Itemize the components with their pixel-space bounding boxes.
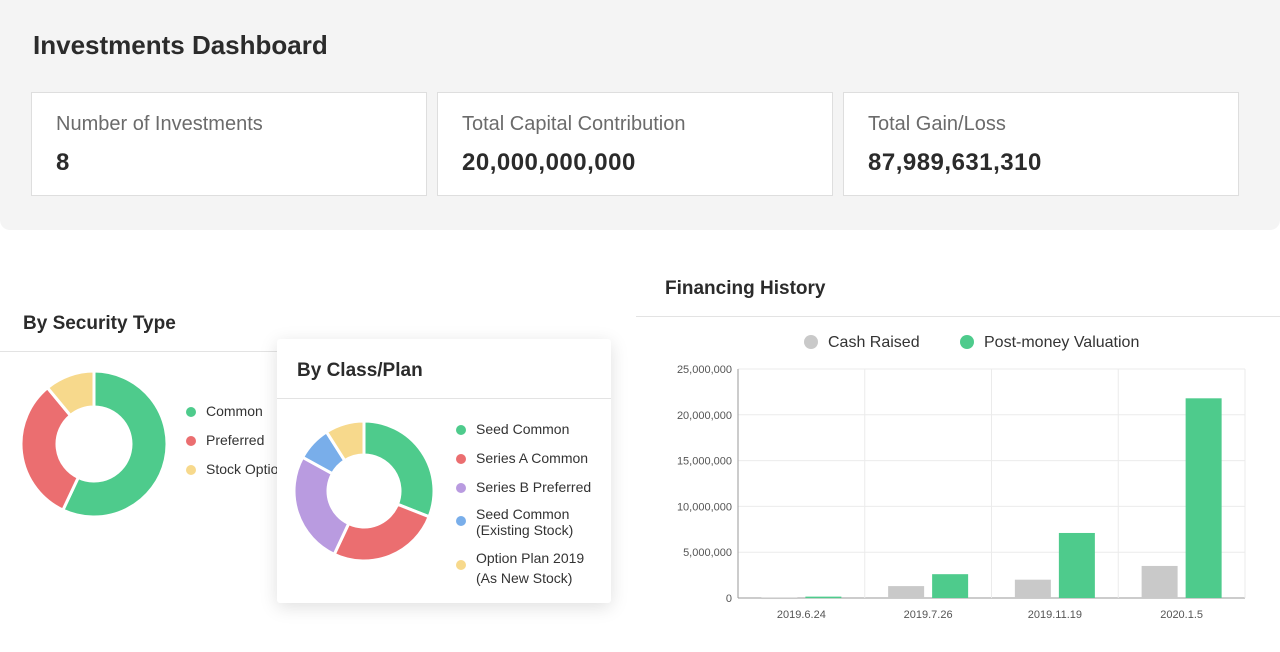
bar-post-money-valuation[interactable] — [1185, 398, 1222, 598]
legend-dot — [804, 335, 818, 349]
stat-card-total-gain-loss: Total Gain/Loss 87,989,631,310 — [843, 92, 1239, 196]
donut-slice[interactable] — [60, 369, 169, 519]
legend-label: (Existing Stock) — [476, 522, 574, 538]
bar-cash-raised[interactable] — [1141, 565, 1178, 598]
stat-label: Number of Investments — [56, 113, 263, 135]
bar-post-money-valuation[interactable] — [932, 574, 969, 598]
y-tick-label: 10,000,000 — [677, 501, 732, 513]
stat-value: 87,989,631,310 — [868, 149, 1042, 176]
legend-dot — [456, 454, 466, 464]
legend-label: Cash Raised — [828, 334, 920, 351]
legend-label: Common — [206, 403, 263, 419]
legend-dot — [456, 425, 466, 435]
y-tick-label: 15,000,000 — [677, 456, 732, 468]
stat-value: 8 — [56, 149, 70, 176]
x-tick-label: 2019.6.24 — [777, 609, 826, 621]
security-type-donut — [19, 369, 169, 519]
x-tick-label: 2020.1.5 — [1160, 609, 1203, 621]
y-tick-label: 25,000,000 — [677, 364, 732, 376]
legend-label: Option Plan 2019 — [476, 550, 585, 566]
legend-label: Series B Preferred — [476, 479, 592, 495]
x-tick-label: 2019.7.26 — [904, 609, 953, 621]
bar-cash-raised[interactable] — [888, 586, 925, 598]
stat-label: Total Gain/Loss — [868, 113, 1006, 135]
legend-label: Stock Option — [206, 461, 277, 477]
legend-label: Post-money Valuation — [984, 334, 1140, 351]
donut-slice[interactable] — [332, 502, 432, 563]
class-plan-card: By Class/Plan Seed Common Series A Commo… — [277, 339, 611, 603]
legend-label: Seed Common — [476, 421, 570, 437]
y-tick-label: 20,000,000 — [677, 410, 732, 422]
donut-slice[interactable] — [324, 419, 366, 463]
summary-panel: Investments Dashboard Number of Investme… — [0, 0, 1280, 230]
stat-label: Total Capital Contribution — [462, 113, 686, 135]
divider — [0, 351, 290, 352]
bar-post-money-valuation[interactable] — [1058, 532, 1095, 598]
financing-history-chart: 0 5,000,000 10,000,000 15,000,000 20,000,000… — [677, 364, 1246, 621]
legend-dot — [456, 560, 466, 570]
financing-history-title: Financing History — [665, 278, 826, 299]
bar-cash-raised[interactable] — [761, 597, 798, 600]
class-plan-title: By Class/Plan — [297, 360, 423, 381]
legend-dot — [186, 436, 196, 446]
divider — [277, 398, 611, 399]
legend-dot — [456, 516, 466, 526]
legend-dot — [960, 335, 974, 349]
stat-card-number-of-investments: Number of Investments 8 — [31, 92, 427, 196]
legend-label: (As New Stock) — [476, 570, 573, 586]
legend-item-post-money-valuation[interactable]: Post-money Valuation — [960, 334, 1139, 352]
y-tick-label: 5,000,000 — [683, 547, 732, 559]
bar-post-money-valuation[interactable] — [805, 596, 842, 599]
legend-label: Series A Common — [476, 450, 589, 466]
class-plan-donut — [292, 419, 436, 563]
donut-slice[interactable] — [19, 385, 81, 513]
security-type-chart: Common Preferred Stock Option — [0, 360, 277, 520]
page-title: Investments Dashboard — [33, 30, 328, 60]
legend-label: Seed Common — [476, 506, 570, 522]
donut-slice[interactable] — [45, 369, 96, 418]
stat-card-total-capital-contribution: Total Capital Contribution 20,000,000,00… — [437, 92, 833, 196]
x-tick-label: 2019.11.19 — [1028, 609, 1082, 621]
legend-label: Preferred — [206, 432, 265, 448]
security-type-title: By Security Type — [23, 313, 176, 334]
legend-dot — [186, 465, 196, 475]
divider — [636, 316, 1280, 317]
stat-value: 20,000,000,000 — [462, 149, 636, 176]
legend-dot — [186, 407, 196, 417]
legend-item-cash-raised[interactable]: Cash Raised — [804, 334, 920, 352]
bar-cash-raised[interactable] — [1014, 579, 1051, 598]
y-tick-label: 0 — [726, 593, 732, 605]
donut-slice[interactable] — [292, 455, 351, 557]
donut-slice[interactable] — [362, 419, 436, 519]
legend-dot — [456, 483, 466, 493]
